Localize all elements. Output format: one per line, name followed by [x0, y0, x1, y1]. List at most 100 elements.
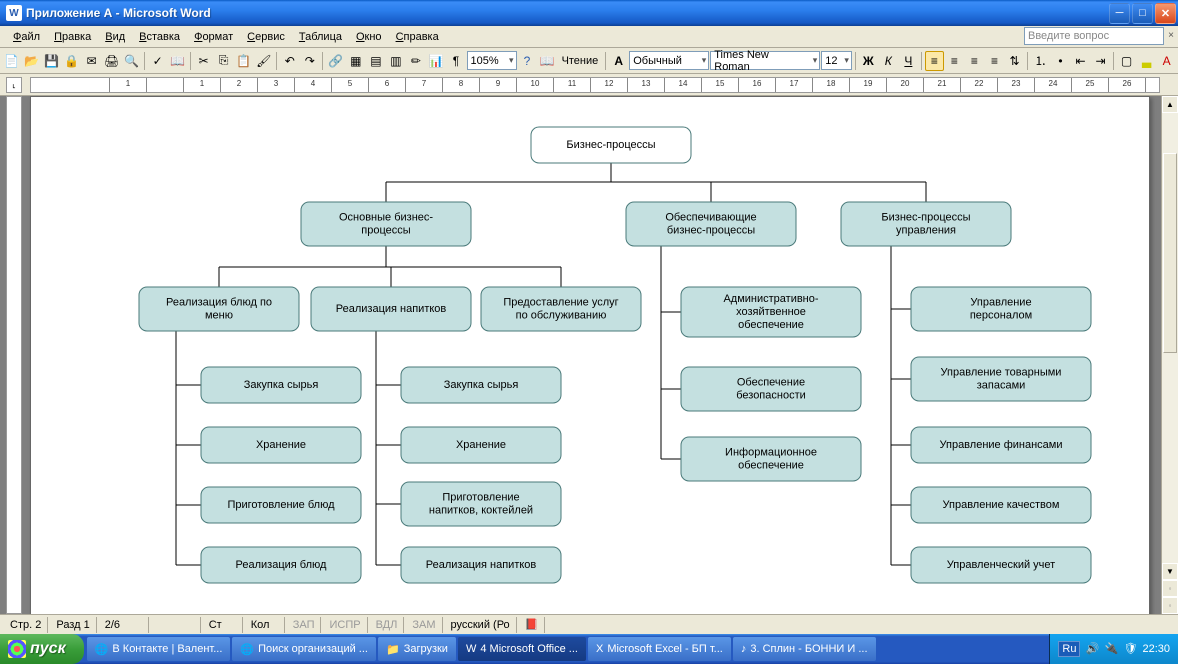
open-icon[interactable]: 📂	[22, 51, 41, 71]
highlight-icon[interactable]: ▃	[1137, 51, 1156, 71]
system-tray[interactable]: Ru 🔊 🔌 🛡 22:30	[1049, 634, 1178, 664]
excel-icon[interactable]: ▤	[366, 51, 385, 71]
menu-bar: ФайлПравкаВидВставкаФорматСервисТаблицаО…	[0, 26, 1178, 48]
status-trk[interactable]: ИСПР	[323, 617, 367, 633]
reading-icon[interactable]: 📖	[538, 51, 557, 71]
vertical-ruler[interactable]	[6, 96, 22, 614]
menu-формат[interactable]: Формат	[187, 29, 240, 45]
research-icon[interactable]: 📖	[168, 51, 187, 71]
zoom-combo[interactable]: 105%	[467, 51, 517, 70]
maximize-button[interactable]: □	[1132, 3, 1153, 24]
minimize-button[interactable]: ─	[1109, 3, 1130, 24]
copy-icon[interactable]: ⎘	[214, 51, 233, 71]
outline-a-icon[interactable]: A	[609, 51, 628, 71]
scroll-thumb[interactable]	[1163, 153, 1177, 353]
underline-button[interactable]: Ч	[899, 51, 918, 71]
columns-icon[interactable]: ▥	[386, 51, 405, 71]
bullets-icon[interactable]: •	[1051, 51, 1070, 71]
outdent-icon[interactable]: ⇤	[1071, 51, 1090, 71]
menu-правка[interactable]: Правка	[47, 29, 98, 45]
taskbar-item[interactable]: XMicrosoft Excel - БП т...	[588, 637, 731, 661]
status-rec[interactable]: ЗАП	[287, 617, 322, 633]
prev-page-icon[interactable]: ◦	[1162, 580, 1178, 597]
reading-label[interactable]: Чтение	[558, 55, 603, 67]
tray-shield-icon[interactable]: 🛡	[1123, 642, 1137, 656]
svg-text:Управление товарными: Управление товарными	[941, 366, 1062, 378]
window-title: Приложение А - Microsoft Word	[26, 6, 1109, 20]
menu-файл[interactable]: Файл	[6, 29, 47, 45]
status-ext[interactable]: ВДЛ	[370, 617, 405, 633]
mail-icon[interactable]: ✉	[82, 51, 101, 71]
tray-lang[interactable]: Ru	[1058, 641, 1080, 657]
line-spacing-icon[interactable]: ⇅	[1005, 51, 1024, 71]
print-icon[interactable]: 🖨	[102, 51, 121, 71]
align-left-icon[interactable]: ≡	[925, 51, 944, 71]
status-book-icon[interactable]: 📕	[519, 617, 546, 633]
taskbar-item[interactable]: 📁Загрузки	[378, 637, 456, 661]
ruler-area: ˪ 11234567891011121314151617181920212223…	[0, 74, 1178, 96]
help-icon[interactable]: ?	[518, 51, 537, 71]
permission-icon[interactable]: 🔒	[62, 51, 81, 71]
borders-icon[interactable]: ▢	[1117, 51, 1136, 71]
svg-text:Хранение: Хранение	[256, 439, 306, 451]
align-center-icon[interactable]: ≡	[945, 51, 964, 71]
taskbar-item[interactable]: W4 Microsoft Office ...	[458, 637, 586, 661]
scroll-up-icon[interactable]: ▲	[1162, 96, 1178, 113]
document-area: Бизнес-процессыОсновные бизнес-процессыО…	[0, 96, 1178, 614]
tab-selector[interactable]: ˪	[6, 77, 22, 93]
font-combo[interactable]: Times New Roman	[710, 51, 820, 70]
status-ovr[interactable]: ЗАМ	[406, 617, 442, 633]
align-right-icon[interactable]: ≡	[965, 51, 984, 71]
menu-вид[interactable]: Вид	[98, 29, 132, 45]
tray-volume-icon[interactable]: 🔊	[1085, 642, 1099, 656]
help-search-input[interactable]	[1024, 27, 1164, 45]
indent-icon[interactable]: ⇥	[1091, 51, 1110, 71]
taskbar-item[interactable]: ♪3. Сплин - БОННИ И ...	[733, 637, 876, 661]
status-bar: Стр. 2 Разд 1 2/6 Ст Кол ЗАП ИСПР ВДЛ ЗА…	[0, 614, 1178, 634]
taskbar-item[interactable]: 🌐В Контакте | Валент...	[87, 637, 231, 661]
save-icon[interactable]: 💾	[42, 51, 61, 71]
menu-сервис[interactable]: Сервис	[240, 29, 292, 45]
vertical-scrollbar[interactable]: ▲ ▼ ◦ ◦	[1161, 96, 1178, 614]
pilcrow-icon[interactable]: ¶	[446, 51, 465, 71]
next-page-icon[interactable]: ◦	[1162, 597, 1178, 614]
drawing-icon[interactable]: ✏	[406, 51, 425, 71]
font-color-icon[interactable]: A	[1157, 51, 1176, 71]
bold-button[interactable]: Ж	[859, 51, 878, 71]
svg-text:напитков, коктейлей: напитков, коктейлей	[429, 504, 533, 516]
status-lang[interactable]: русский (Ро	[445, 617, 517, 633]
scroll-down-icon[interactable]: ▼	[1162, 563, 1178, 580]
menu-close-icon[interactable]: ×	[1168, 30, 1174, 41]
svg-text:Закупка сырья: Закупка сырья	[444, 379, 519, 391]
svg-text:безопасности: безопасности	[736, 389, 806, 401]
tray-clock[interactable]: 22:30	[1142, 643, 1170, 655]
cut-icon[interactable]: ✂	[194, 51, 213, 71]
style-combo[interactable]: Обычный	[629, 51, 709, 70]
align-justify-icon[interactable]: ≡	[985, 51, 1004, 71]
numbering-icon[interactable]: ⒈	[1031, 51, 1050, 71]
taskbar-item[interactable]: 🌐Поиск организаций ...	[232, 637, 376, 661]
menu-вставка[interactable]: Вставка	[132, 29, 187, 45]
svg-text:Хранение: Хранение	[456, 439, 506, 451]
link-icon[interactable]: 🔗	[326, 51, 345, 71]
italic-button[interactable]: К	[879, 51, 898, 71]
menu-таблица[interactable]: Таблица	[292, 29, 349, 45]
redo-icon[interactable]: ↷	[300, 51, 319, 71]
menu-окно[interactable]: Окно	[349, 29, 389, 45]
format-painter-icon[interactable]: 🖌	[254, 51, 273, 71]
horizontal-ruler[interactable]: 1123456789101112131415161718192021222324…	[30, 77, 1160, 93]
new-doc-icon[interactable]: 📄	[2, 51, 21, 71]
svg-text:Информационное: Информационное	[725, 446, 817, 458]
paste-icon[interactable]: 📋	[234, 51, 253, 71]
size-combo[interactable]: 12	[821, 51, 852, 70]
tray-network-icon[interactable]: 🔌	[1104, 642, 1118, 656]
chart-icon[interactable]: 📊	[426, 51, 445, 71]
undo-icon[interactable]: ↶	[280, 51, 299, 71]
preview-icon[interactable]: 🔍	[122, 51, 141, 71]
menu-справка[interactable]: Справка	[389, 29, 446, 45]
table-icon[interactable]: ▦	[346, 51, 365, 71]
spell-icon[interactable]: ✓	[148, 51, 167, 71]
svg-text:Бизнес-процессы: Бизнес-процессы	[881, 211, 970, 223]
start-button[interactable]: пуск	[0, 634, 84, 664]
close-button[interactable]: ✕	[1155, 3, 1176, 24]
